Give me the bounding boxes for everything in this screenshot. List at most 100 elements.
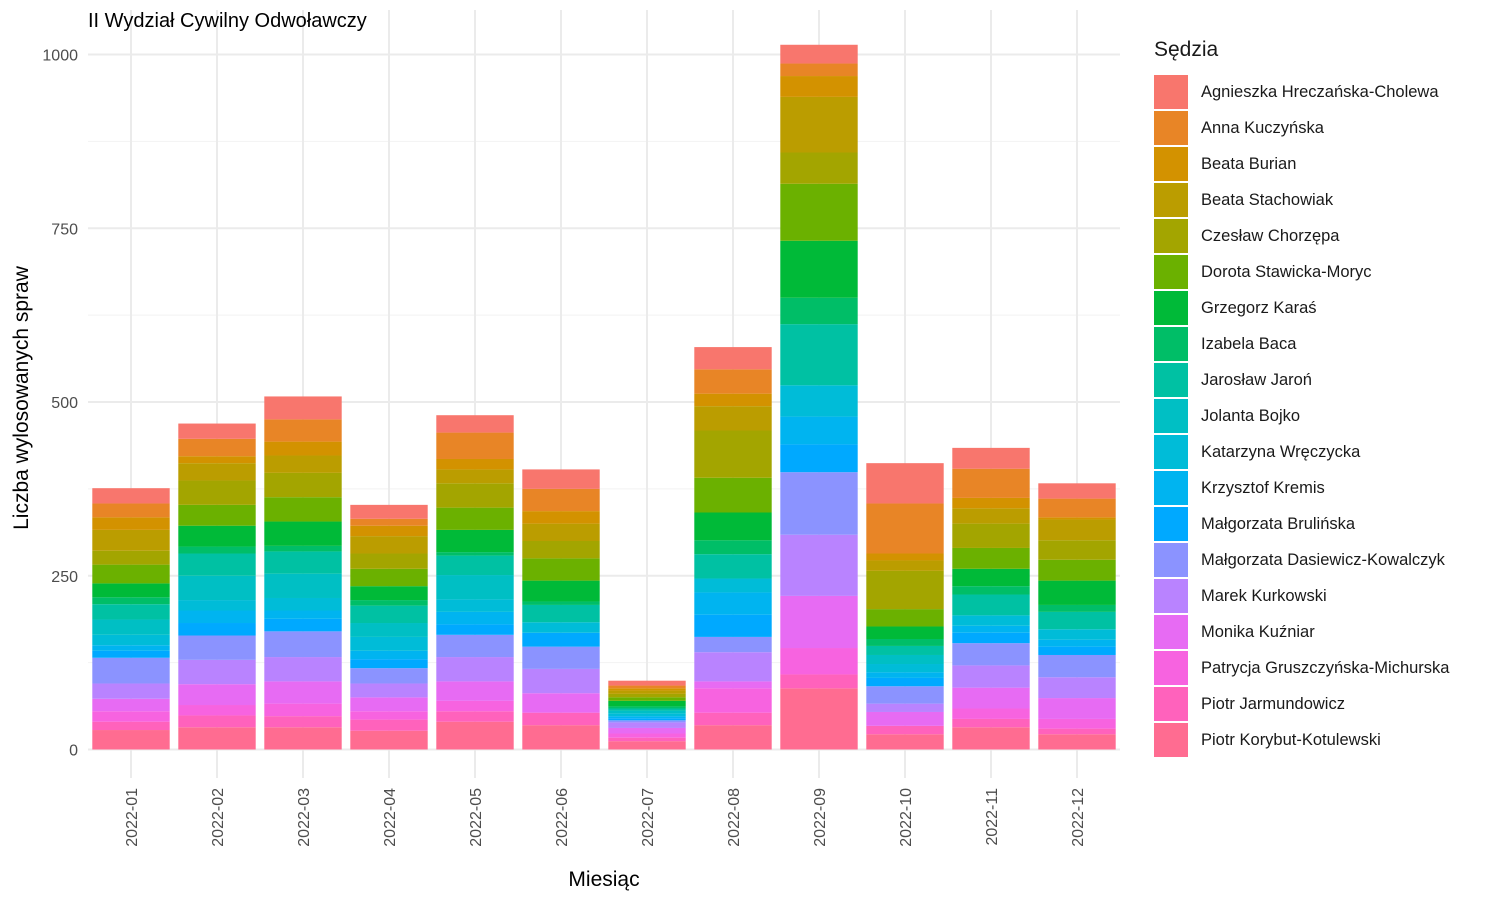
bar-segment xyxy=(1038,540,1116,560)
bar-segment xyxy=(92,657,170,684)
bar-segment xyxy=(608,737,686,742)
bar-segment xyxy=(952,523,1030,548)
bar-segment xyxy=(952,468,1030,498)
bar-segment xyxy=(952,632,1030,644)
legend-label: Monika Kuźniar xyxy=(1201,622,1315,641)
bar-segment xyxy=(608,700,686,707)
legend-color-key xyxy=(1154,399,1188,433)
bar-segment xyxy=(522,668,600,694)
legend-label: Katarzyna Wręczycka xyxy=(1201,442,1361,461)
bar-segment xyxy=(780,534,858,596)
legend-label: Beata Burian xyxy=(1201,154,1297,173)
bar-segment xyxy=(92,619,170,635)
bar-segment xyxy=(178,456,256,464)
bar-segment xyxy=(436,575,514,600)
bar-segment xyxy=(694,578,772,593)
bar-segment xyxy=(178,705,256,716)
legend-item: Monika Kuźniar xyxy=(1154,614,1494,650)
bar-segment xyxy=(780,385,858,417)
legend-item: Małgorzata Brulińska xyxy=(1154,506,1494,542)
bar-segment xyxy=(178,610,256,624)
bar-stacks xyxy=(92,44,1116,750)
legend-color-key xyxy=(1154,183,1188,217)
bar-segment xyxy=(178,546,256,554)
bar-segment xyxy=(178,525,256,547)
bar-segment xyxy=(522,693,600,713)
bar-segment xyxy=(522,646,600,669)
bar-segment xyxy=(350,553,428,569)
bar-segment xyxy=(436,555,514,576)
bar-segment xyxy=(264,631,342,658)
bar-segment xyxy=(522,632,600,647)
bar-stack-2022-07 xyxy=(608,680,686,750)
bar-segment xyxy=(350,697,428,712)
bar-segment xyxy=(436,711,514,722)
bar-stack-2022-08 xyxy=(694,347,772,750)
bar-segment xyxy=(522,725,600,750)
legend-label: Piotr Jarmundowicz xyxy=(1201,694,1345,713)
bar-segment xyxy=(264,597,342,611)
bar-segment xyxy=(522,712,600,726)
bar-segment xyxy=(264,521,342,546)
y-tick-label: 750 xyxy=(51,221,78,238)
legend-color-key xyxy=(1154,147,1188,181)
bar-segment xyxy=(178,504,256,526)
legend-color-key xyxy=(1154,75,1188,109)
bar-segment xyxy=(694,614,772,637)
bar-segment xyxy=(1038,519,1116,541)
bar-segment xyxy=(522,511,600,524)
bar-segment xyxy=(608,727,686,734)
bar-segment xyxy=(522,523,600,541)
legend-color-key xyxy=(1154,723,1188,757)
bar-segment xyxy=(92,645,170,651)
bar-segment xyxy=(350,730,428,750)
bar-segment xyxy=(264,716,342,728)
bar-segment xyxy=(522,488,600,512)
bar-segment xyxy=(694,688,772,713)
bar-segment xyxy=(1038,559,1116,581)
bar-segment xyxy=(608,688,686,691)
bar-segment xyxy=(866,686,944,704)
legend-label: Jolanta Bojko xyxy=(1201,406,1301,425)
bar-segment xyxy=(1038,698,1116,719)
legend-color-key xyxy=(1154,507,1188,541)
bar-segment xyxy=(608,708,686,711)
bar-stack-2022-03 xyxy=(264,396,342,750)
bar-segment xyxy=(608,693,686,698)
bar-segment xyxy=(694,712,772,726)
bar-segment xyxy=(866,711,944,726)
legend-label: Izabela Baca xyxy=(1201,334,1297,353)
bar-stack-2022-06 xyxy=(522,469,600,750)
bar-segment xyxy=(350,711,428,720)
x-tick-label: 2022-12 xyxy=(1070,788,1087,847)
bar-segment xyxy=(866,463,944,504)
legend-item: Patrycja Gruszczyńska-Michurska xyxy=(1154,650,1494,686)
bar-segment xyxy=(92,604,170,620)
bar-segment xyxy=(264,455,342,473)
bar-segment xyxy=(178,635,256,660)
bar-segment xyxy=(92,597,170,605)
bar-segment xyxy=(694,347,772,370)
bar-segment xyxy=(608,706,686,709)
bar-segment xyxy=(92,564,170,584)
legend-item: Małgorzata Dasiewicz-Kowalczyk xyxy=(1154,542,1494,578)
bar-segment xyxy=(264,703,342,717)
bar-segment xyxy=(350,659,428,669)
bar-stack-2022-01 xyxy=(92,488,170,750)
bar-segment xyxy=(608,718,686,721)
bar-segment xyxy=(1038,728,1116,735)
bar-segment xyxy=(1038,517,1116,520)
bar-segment xyxy=(178,438,256,457)
x-tick-label: 2022-07 xyxy=(640,788,657,847)
bar-segment xyxy=(350,568,428,587)
bar-segment xyxy=(866,725,944,735)
bar-segment xyxy=(694,369,772,394)
legend-color-key xyxy=(1154,327,1188,361)
bar-segment xyxy=(264,681,342,704)
bar-segment xyxy=(92,711,170,722)
bar-segment xyxy=(1038,580,1116,605)
bar-segment xyxy=(780,44,858,64)
bar-segment xyxy=(694,512,772,541)
bar-segment xyxy=(350,504,428,519)
bar-segment xyxy=(436,432,514,459)
